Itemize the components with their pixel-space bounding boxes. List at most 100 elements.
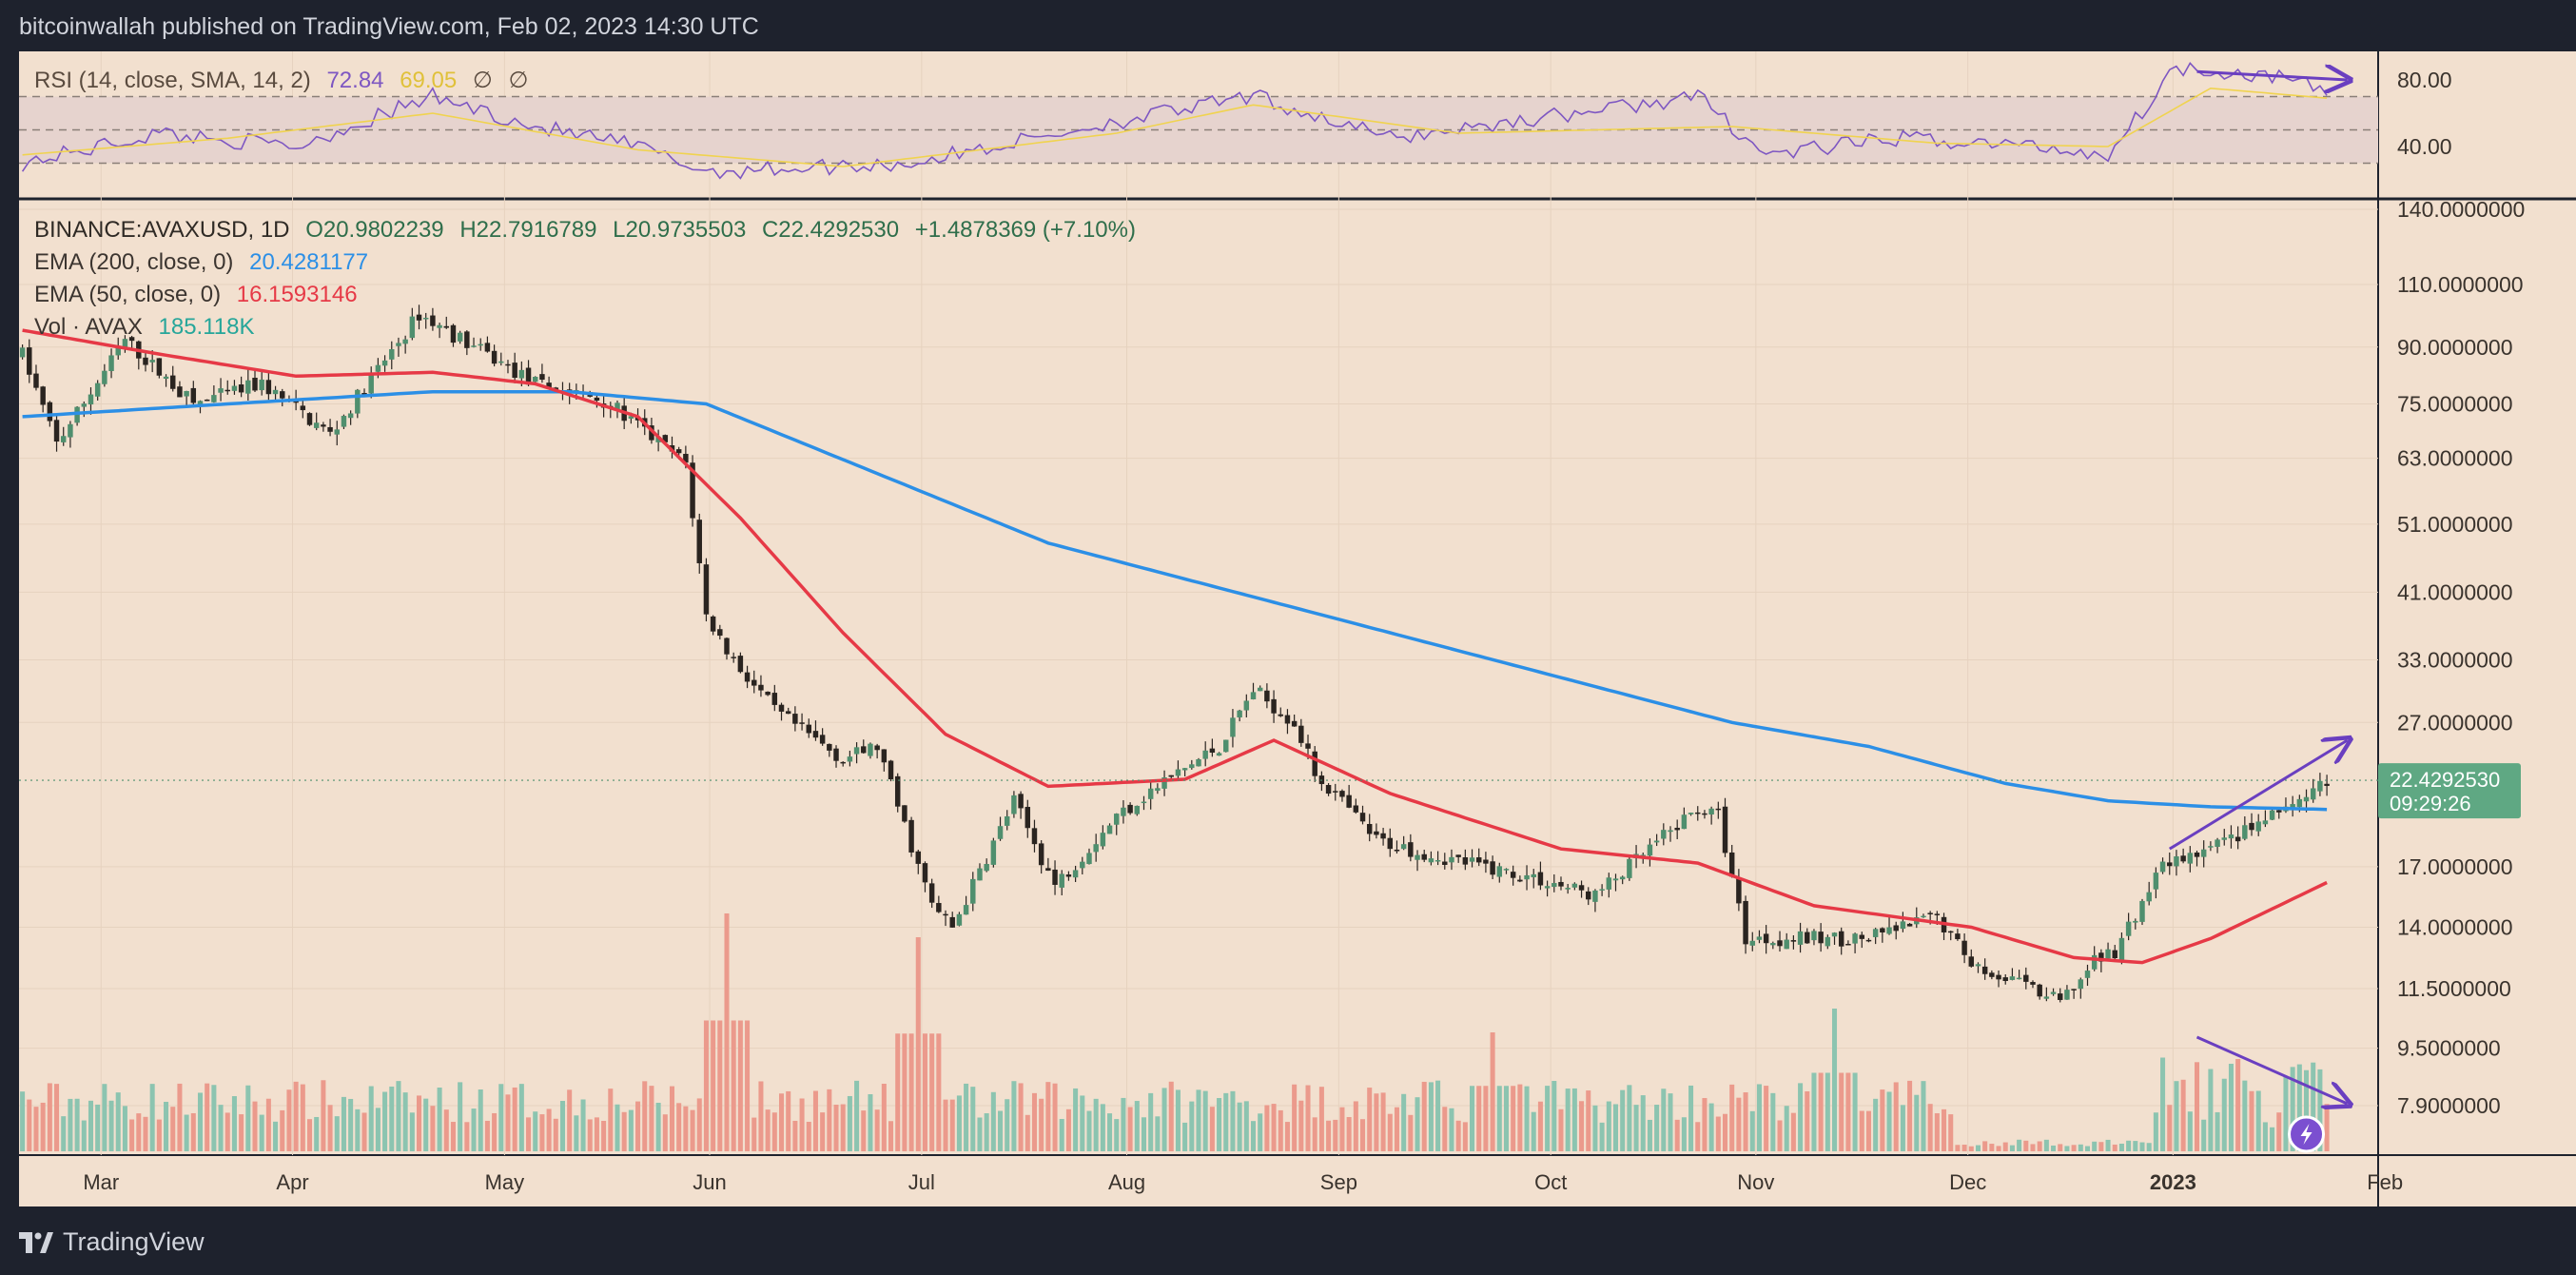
volume-bar (758, 1081, 764, 1151)
volume-bar (1708, 1103, 1714, 1151)
candle-body (464, 331, 470, 348)
volume-bar (1511, 1086, 1516, 1151)
ema50-legend: EMA (50, close, 0) 16.1593146 (34, 282, 367, 308)
candle-body (1243, 700, 1250, 711)
volume-bar (724, 913, 730, 1151)
candle-body (1366, 824, 1373, 834)
candle-body (1442, 861, 1448, 865)
volume-bar (1073, 1088, 1079, 1151)
candle-body (1141, 801, 1147, 804)
candle-body (2105, 949, 2111, 959)
candle-body (1380, 833, 1386, 839)
candle-body (1674, 827, 1680, 831)
volume-bar (1134, 1101, 1140, 1151)
volume-bar (1531, 1111, 1536, 1151)
volume-bar (580, 1099, 586, 1151)
price-tick-label: 11.5000000 (2397, 976, 2511, 1001)
volume-bar (964, 1083, 969, 1151)
price-tick-label: 75.0000000 (2397, 392, 2513, 417)
volume-bar (1832, 1009, 1838, 1151)
candle-body (539, 374, 545, 381)
volume-bar (88, 1100, 93, 1151)
x-tick-label: Mar (83, 1170, 119, 1194)
candle-body (1715, 808, 1722, 811)
volume-bar (334, 1116, 340, 1151)
volume-bar (1196, 1089, 1201, 1151)
candle-body (1475, 857, 1482, 863)
candle-body (690, 462, 695, 519)
ema200-label: EMA (200, close, 0) (34, 249, 234, 275)
volume-bar (2290, 1067, 2295, 1151)
candle-body (1045, 868, 1051, 872)
volume-bar (95, 1104, 101, 1151)
volume-trend-arrow (2195, 1035, 2348, 1104)
volume-bar (1155, 1116, 1161, 1151)
candle-body (143, 357, 148, 365)
volume-bar (1955, 1145, 1961, 1151)
volume-bar (977, 1117, 983, 1151)
candle-body (505, 363, 511, 366)
volume-bar (1961, 1145, 1967, 1151)
tradingview-logo[interactable]: TradingView (19, 1227, 205, 1257)
volume-bar (1483, 1086, 1489, 1151)
candle-body (2098, 952, 2104, 962)
volume-bar (1442, 1107, 1448, 1151)
candle-body (1264, 690, 1270, 702)
candle-body (2016, 977, 2022, 980)
rsi-sma-line (22, 87, 2328, 167)
volume-bar (2221, 1078, 2227, 1151)
candle-body (300, 405, 306, 411)
volume-bar (765, 1109, 771, 1151)
candle-body (2167, 862, 2173, 867)
volume-bar (662, 1114, 668, 1151)
candle-body (1558, 881, 1564, 887)
volume-bar (1968, 1146, 1974, 1151)
candle-body (471, 345, 477, 347)
volume-bar (1736, 1097, 1742, 1151)
volume-bar (1258, 1113, 1263, 1151)
volume-bar (1880, 1089, 1885, 1151)
volume-bar (2270, 1127, 2275, 1151)
volume-bar (1839, 1072, 1844, 1151)
candle-body (703, 564, 710, 615)
volume-bar (2235, 1059, 2241, 1151)
volume-bar (1825, 1072, 1830, 1151)
candle-body (2139, 900, 2145, 922)
candle-body (1052, 869, 1058, 885)
candle-body (265, 380, 272, 395)
candle-body (1565, 888, 1571, 890)
candle-body (88, 394, 94, 405)
volume-bar (1059, 1119, 1064, 1151)
volume-bar (1428, 1082, 1434, 1151)
volume-bar (129, 1119, 135, 1151)
volume-bar (1202, 1090, 1208, 1151)
candle-body (1578, 885, 1585, 891)
candle-body (888, 760, 894, 780)
volume-bar (471, 1108, 477, 1151)
candle-body (1825, 936, 1831, 947)
volume-bar (1161, 1088, 1167, 1151)
volume-bar (1250, 1121, 1257, 1151)
candle-body (1845, 944, 1851, 946)
candle-body (1708, 808, 1714, 815)
volume-bar (799, 1098, 805, 1151)
ema50-line (22, 328, 2328, 965)
candle-body (224, 389, 230, 392)
candle-body (1257, 687, 1263, 692)
volume-bar (1900, 1105, 1905, 1151)
current-price-value: 22.4292530 (2390, 768, 2500, 792)
candle-body (321, 424, 326, 427)
candle-body (1490, 861, 1495, 875)
volume-bar (2023, 1140, 2029, 1151)
volume-bar (1811, 1072, 1817, 1151)
volume-bar (1784, 1106, 1789, 1151)
candle-body (1961, 940, 1967, 955)
volume-bar (895, 1033, 901, 1151)
candle-body (799, 722, 805, 724)
volume-bar (1805, 1090, 1810, 1151)
volume-bar (1284, 1122, 1290, 1151)
x-tick-label: Sep (1320, 1170, 1357, 1194)
volume-bar (1121, 1097, 1126, 1151)
candle-body (341, 416, 347, 427)
